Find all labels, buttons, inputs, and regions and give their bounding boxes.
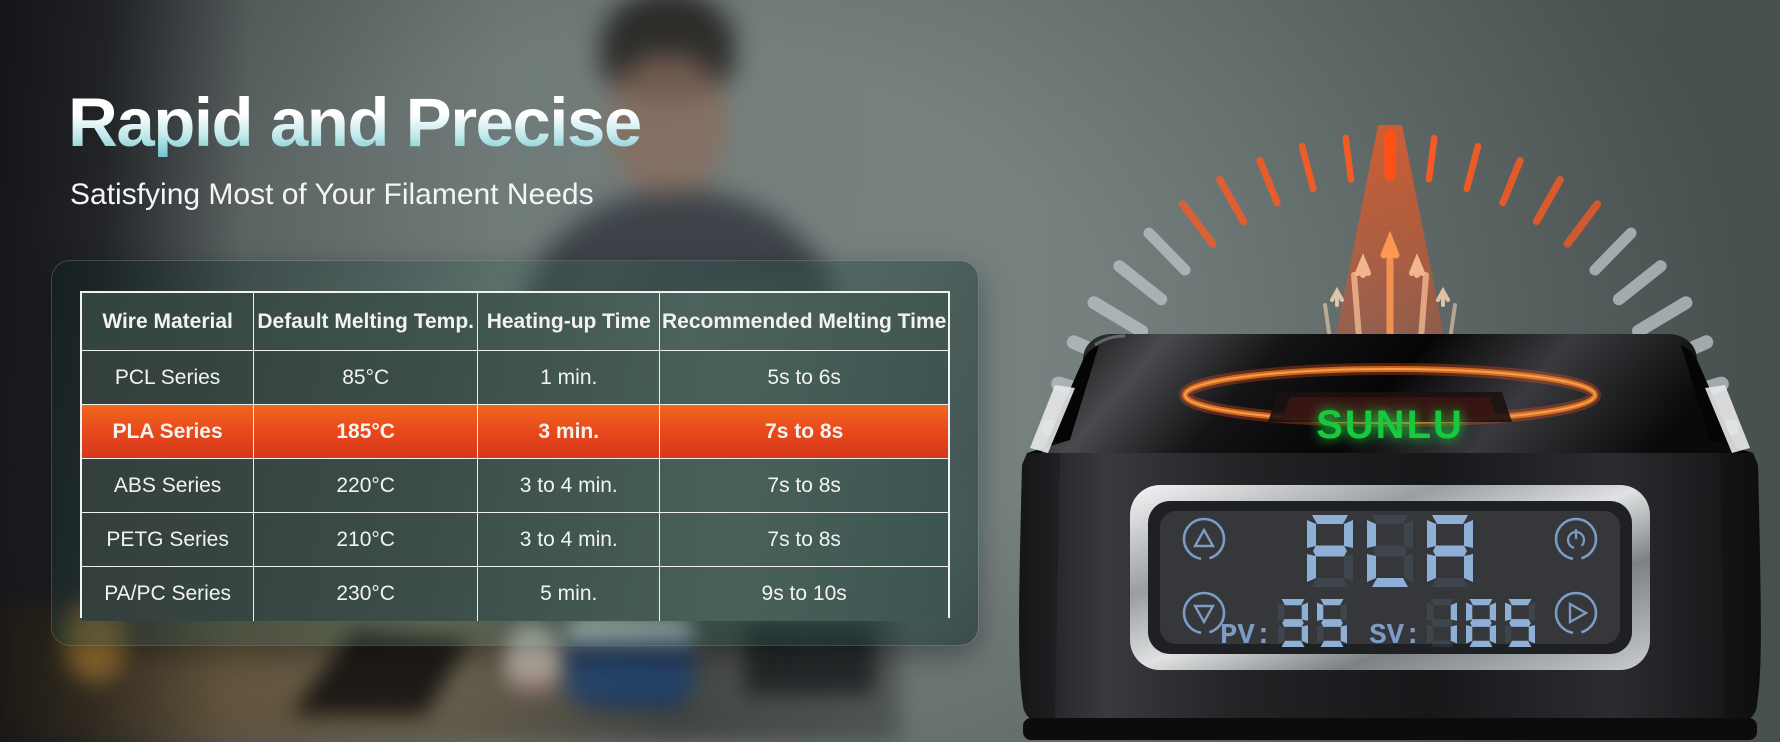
svg-text:SUNLU: SUNLU: [1316, 403, 1464, 447]
